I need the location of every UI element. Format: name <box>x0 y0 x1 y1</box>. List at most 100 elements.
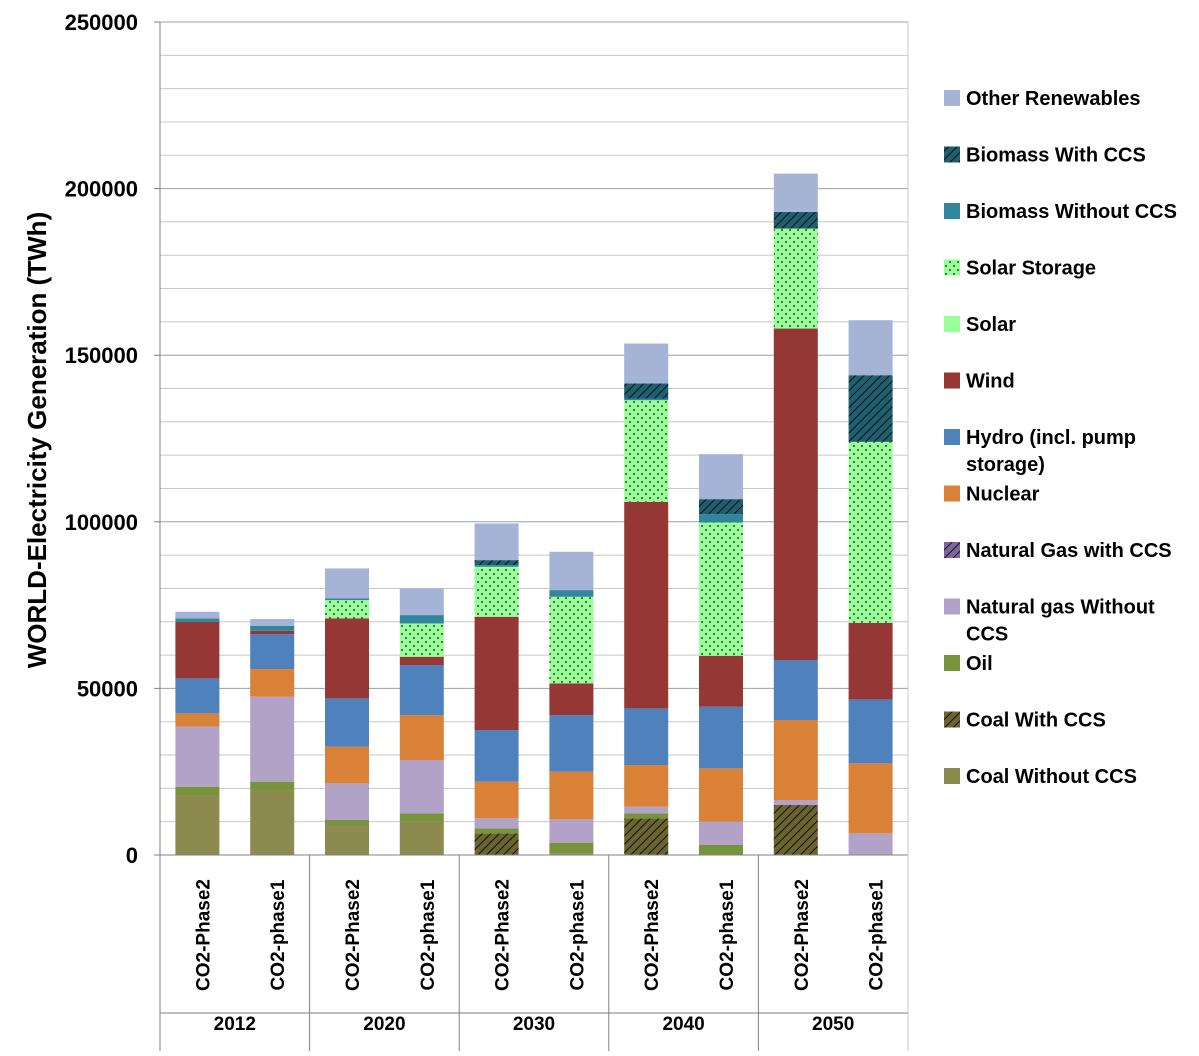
legend-label-biomass-without-ccs: Biomass Without CCS <box>966 201 1177 223</box>
bar-segment-2012-co2-phase1-nuclear <box>250 669 295 697</box>
y-tick-label: 50000 <box>77 676 138 701</box>
bar-segment-2030-co2-phase1-coal-without-ccs <box>549 853 594 855</box>
bar-segment-2050-co2-phase2-solar-storage <box>773 228 818 329</box>
bar-segment-2030-co2-phase1-hydro-incl-pump-storage <box>549 715 594 772</box>
legend-swatch-natural-gas-with-ccs <box>944 542 960 558</box>
x-category-label: CO2-phase1 <box>418 879 439 990</box>
x-category-label: CO2-phase1 <box>867 879 888 990</box>
bar-segment-2030-co2-phase1-oil <box>549 842 594 854</box>
bar-segment-2020-co2-phase1-other-renewables <box>399 588 444 616</box>
bar-segment-2040-co2-phase2-natural-gas-without-ccs <box>624 806 669 814</box>
bar-segment-2040-co2-phase1-oil <box>699 845 743 855</box>
legend: Other Renewables Biomass With CCS Biomass … <box>944 88 1177 788</box>
bar-segment-2012-co2-phase1-oil <box>250 781 295 791</box>
legend-label-natural-gas-without-ccs: Natural gas Without <box>966 597 1155 619</box>
bar-segment-2020-co2-phase1-oil <box>399 813 444 822</box>
bar-segment-2020-co2-phase2-other-renewables <box>325 568 369 599</box>
bar-segment-2050-co2-phase1-natural-gas-without-ccs <box>848 833 893 855</box>
legend-label-oil: Oil <box>966 653 993 675</box>
x-category-label: CO2-Phase2 <box>642 879 663 991</box>
bar-segment-2020-co2-phase1-coal-without-ccs <box>399 821 444 855</box>
legend-label-natural-gas-without-ccs: CCS <box>966 624 1008 646</box>
legend-swatch-nuclear <box>944 485 960 502</box>
bar-segment-2020-co2-phase1-nuclear <box>399 715 444 761</box>
bar-segment-2040-co2-phase2-coal-with-ccs <box>624 818 669 855</box>
bar-segment-2030-co2-phase2-hydro-incl-pump-storage <box>474 730 519 782</box>
x-category-label: CO2-phase1 <box>567 879 588 990</box>
bar-segment-2030-co2-phase2-oil <box>474 828 519 834</box>
bar-segment-2050-co2-phase1-other-renewables <box>848 320 893 376</box>
legend-label-natural-gas-with-ccs: Natural Gas with CCS <box>966 540 1172 562</box>
bar-segment-2040-co2-phase1-nuclear <box>699 768 743 822</box>
bar-segment-2020-co2-phase2-natural-gas-without-ccs <box>325 783 369 821</box>
bar-segment-2040-co2-phase2-wind <box>624 501 669 709</box>
bar-segment-2050-co2-phase1-solar-storage <box>848 441 893 623</box>
legend-label-nuclear: Nuclear <box>966 484 1040 506</box>
bar-segment-2040-co2-phase2-nuclear <box>624 765 669 807</box>
bar-segment-2030-co2-phase2-natural-gas-without-ccs <box>474 818 519 829</box>
bar-segment-2020-co2-phase1-hydro-incl-pump-storage <box>399 665 444 716</box>
legend-swatch-biomass-with-ccs <box>944 146 960 163</box>
y-tick-label: 100000 <box>65 510 138 535</box>
axes: CO2-Phase2 CO2-phase1 2012 CO2-Phase2 CO2-ph… <box>22 10 909 1051</box>
y-tick-label: 250000 <box>65 10 138 35</box>
bar-segment-2050-co2-phase2-biomass-with-ccs <box>773 211 818 229</box>
legend-swatch-natural-gas-without-ccs <box>944 598 960 615</box>
legend-swatch-solar-storage <box>944 259 960 276</box>
bar-segment-2030-co2-phase1-natural-gas-without-ccs <box>549 819 594 843</box>
bar-segment-2050-co2-phase2-other-renewables <box>773 173 818 212</box>
bar-segment-2050-co2-phase1-biomass-with-ccs <box>848 375 893 442</box>
legend-swatch-other-renewables <box>944 90 960 106</box>
legend-swatch-wind <box>944 372 960 389</box>
bar-segment-2030-co2-phase1-nuclear <box>549 771 594 820</box>
bar-segment-2040-co2-phase2-solar-storage <box>624 400 669 502</box>
bar-segment-2050-co2-phase2-coal-with-ccs <box>773 805 818 855</box>
bar-segment-2020-co2-phase1-solar-storage <box>399 623 444 657</box>
bar-segment-2050-co2-phase2-nuclear <box>773 720 818 801</box>
bar-segment-2012-co2-phase1-hydro-incl-pump-storage <box>250 634 295 670</box>
bar-segment-2012-co2-phase2-natural-gas-without-ccs <box>175 726 220 787</box>
bar-segment-2012-co2-phase1-biomass-without-ccs <box>250 625 295 631</box>
legend-swatch-oil <box>944 655 960 671</box>
x-category-label: CO2-Phase2 <box>193 879 214 991</box>
bar-segment-2040-co2-phase2-biomass-without-ccs <box>624 398 669 401</box>
bar-segment-2030-co2-phase2-nuclear <box>474 781 519 819</box>
legend-label-hydro-incl-pump-storage: Hydro (incl. pump <box>966 427 1136 449</box>
x-category-label: CO2-phase1 <box>268 879 289 990</box>
bar-segment-2012-co2-phase2-oil <box>175 786 220 796</box>
bar-segment-2040-co2-phase1-biomass-with-ccs <box>699 499 743 515</box>
bar-segment-2030-co2-phase2-biomass-with-ccs <box>474 560 519 566</box>
bar-segment-2020-co2-phase2-wind <box>325 618 369 699</box>
bar-segment-2012-co2-phase1-natural-gas-without-ccs <box>250 696 295 782</box>
x-category-label: CO2-Phase2 <box>792 879 813 991</box>
bar-segment-2020-co2-phase2-coal-without-ccs <box>325 825 369 855</box>
legend-label-other-renewables: Other Renewables <box>966 88 1141 110</box>
x-group-label: 2020 <box>363 1014 405 1035</box>
bar-segment-2030-co2-phase1-other-renewables <box>549 551 594 591</box>
y-axis-title: WORLD-Electricity Generation (TWh) <box>22 212 52 668</box>
bars <box>175 173 893 855</box>
bar-segment-2040-co2-phase1-biomass-without-ccs <box>699 514 743 523</box>
x-group-label: 2012 <box>214 1014 256 1035</box>
bar-segment-2040-co2-phase1-hydro-incl-pump-storage <box>699 706 743 769</box>
bar-segment-2012-co2-phase1-wind <box>250 630 295 635</box>
bar-segment-2050-co2-phase1-nuclear <box>848 763 893 834</box>
bar-segment-2050-co2-phase2-hydro-incl-pump-storage <box>773 660 818 721</box>
bar-segment-2050-co2-phase2-wind <box>773 328 818 661</box>
bar-segment-2040-co2-phase2-hydro-incl-pump-storage <box>624 708 669 766</box>
bar-segment-2040-co2-phase2-biomass-with-ccs <box>624 383 669 399</box>
legend-swatch-hydro-incl-pump-storage <box>944 429 960 445</box>
bar-segment-2050-co2-phase1-hydro-incl-pump-storage <box>848 699 893 764</box>
bar-segment-2020-co2-phase2-oil <box>325 820 369 826</box>
bar-segment-2030-co2-phase2-wind <box>474 616 519 731</box>
bar-segment-2030-co2-phase2-biomass-without-ccs <box>474 565 519 567</box>
x-group-label: 2040 <box>662 1014 704 1035</box>
bar-segment-2020-co2-phase2-nuclear <box>325 746 369 784</box>
y-tick-label: 150000 <box>65 343 138 368</box>
x-category-label: CO2-Phase2 <box>343 879 364 991</box>
legend-label-hydro-incl-pump-storage: storage) <box>966 454 1045 476</box>
bar-segment-2012-co2-phase2-hydro-incl-pump-storage <box>175 678 220 714</box>
x-category-label: CO2-Phase2 <box>493 879 514 991</box>
bar-segment-2012-co2-phase2-biomass-without-ccs <box>175 618 220 622</box>
